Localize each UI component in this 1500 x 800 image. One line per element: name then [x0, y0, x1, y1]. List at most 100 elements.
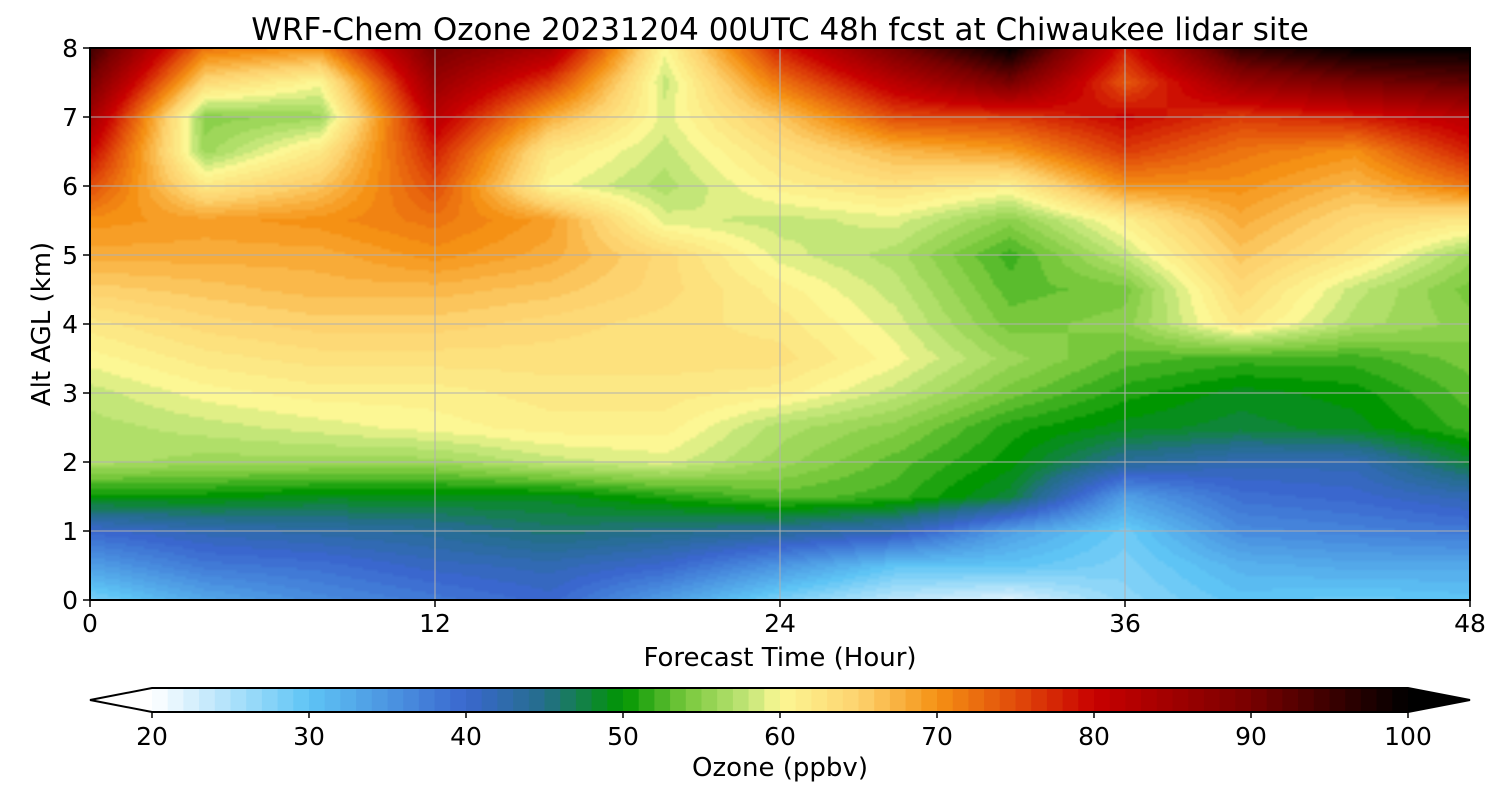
colorbar-swatch: [481, 688, 498, 712]
colorbar-swatch: [1015, 688, 1032, 712]
x-tick-label: 12: [419, 609, 451, 638]
colorbar-swatch: [999, 688, 1017, 712]
colorbar-swatch: [623, 688, 640, 712]
colorbar-swatch: [1125, 688, 1142, 712]
colorbar-swatch: [246, 688, 263, 712]
colorbar-swatch: [1156, 688, 1174, 712]
y-tick-label: 2: [62, 448, 78, 477]
colorbar-swatch: [293, 688, 310, 712]
colorbar-swatch: [717, 688, 734, 712]
colorbar-swatch: [1298, 688, 1315, 712]
colorbar-swatch: [905, 688, 922, 712]
colorbar-swatch: [670, 688, 687, 712]
colorbar-swatch: [1094, 688, 1111, 712]
colorbar-swatch: [1172, 688, 1189, 712]
colorbar-swatch: [277, 688, 294, 712]
colorbar-swatch: [1219, 688, 1236, 712]
y-tick-label: 1: [62, 517, 78, 546]
colorbar-swatch: [418, 688, 436, 712]
colorbar-swatch: [607, 688, 624, 712]
x-axis-ticks: 0 12 24 36 48: [82, 600, 1486, 638]
colorbar-swatch: [937, 688, 954, 712]
colorbar-tick-label: 30: [293, 722, 325, 751]
colorbar-swatch: [544, 688, 561, 712]
colorbar-swatch: [1046, 688, 1064, 712]
colorbar-swatch: [1062, 688, 1079, 712]
y-tick-label: 5: [62, 241, 78, 270]
colorbar-extend-high: [1408, 688, 1470, 712]
colorbar-swatch: [858, 688, 875, 712]
colorbar-swatches: [90, 688, 1470, 712]
colorbar-tick-label: 100: [1384, 722, 1432, 751]
colorbar-swatch: [1392, 688, 1409, 712]
colorbar-swatch: [874, 688, 891, 712]
colorbar-swatch: [889, 688, 907, 712]
colorbar-extend-low: [90, 688, 152, 712]
colorbar-swatch: [811, 688, 828, 712]
colorbar-tick-label: 20: [136, 722, 168, 751]
colorbar-ticks: 20 30 40 50 60 70 80 90 100: [136, 712, 1432, 751]
colorbar-swatch: [1109, 688, 1126, 712]
y-tick-label: 3: [62, 379, 78, 408]
colorbar-swatch: [1313, 688, 1331, 712]
colorbar-swatch: [261, 688, 279, 712]
colorbar-swatch: [434, 688, 451, 712]
colorbar-tick-label: 90: [1235, 722, 1267, 751]
colorbar-swatch: [513, 688, 530, 712]
colorbar-swatch: [984, 688, 1001, 712]
colorbar-tick-label: 60: [764, 722, 796, 751]
colorbar-swatch: [167, 688, 184, 712]
colorbar-swatch: [1203, 688, 1221, 712]
colorbar-swatch: [968, 688, 985, 712]
colorbar-swatch: [575, 688, 593, 712]
colorbar-tick-label: 50: [607, 722, 639, 751]
colorbar-swatch: [1078, 688, 1095, 712]
x-tick-label: 36: [1109, 609, 1141, 638]
colorbar-swatch: [183, 688, 200, 712]
y-axis-ticks: 0 1 2 3 4 5 6 7 8: [62, 34, 90, 615]
chart-title: WRF-Chem Ozone 20231204 00UTC 48h fcst a…: [251, 12, 1309, 48]
colorbar-swatch: [1345, 688, 1362, 712]
y-tick-label: 7: [62, 103, 78, 132]
colorbar-swatch: [560, 688, 577, 712]
colorbar-swatch: [324, 688, 341, 712]
colorbar-swatch: [387, 688, 404, 712]
colorbar-swatch: [1141, 688, 1158, 712]
colorbar-swatch: [654, 688, 671, 712]
grid-lines: [90, 48, 1470, 600]
colorbar-swatch: [152, 688, 169, 712]
colorbar-swatch: [732, 688, 750, 712]
x-tick-label: 48: [1454, 609, 1486, 638]
colorbar-swatch: [403, 688, 420, 712]
colorbar-swatch: [230, 688, 247, 712]
colorbar-swatch: [638, 688, 655, 712]
colorbar-swatch: [827, 688, 844, 712]
y-tick-label: 6: [62, 172, 78, 201]
colorbar-swatch: [921, 688, 938, 712]
colorbar-swatch: [842, 688, 860, 712]
y-tick-label: 0: [62, 586, 78, 615]
colorbar-swatch: [952, 688, 969, 712]
colorbar-swatch: [1266, 688, 1283, 712]
colorbar-swatch: [685, 688, 703, 712]
y-axis-label: Alt AGL (km): [27, 242, 57, 406]
colorbar-swatch: [497, 688, 514, 712]
colorbar-swatch: [466, 688, 483, 712]
colorbar-swatch: [1235, 688, 1252, 712]
x-axis-label: Forecast Time (Hour): [643, 643, 916, 673]
x-tick-label: 24: [764, 609, 796, 638]
colorbar-swatch: [214, 688, 232, 712]
colorbar-swatch: [1188, 688, 1205, 712]
colorbar-tick-label: 40: [450, 722, 482, 751]
y-tick-label: 4: [62, 310, 78, 339]
colorbar: 20 30 40 50 60 70 80 90 100: [89, 687, 1471, 751]
colorbar-tick-label: 80: [1078, 722, 1110, 751]
colorbar-swatch: [748, 688, 765, 712]
colorbar-swatch: [1360, 688, 1378, 712]
colorbar-swatch: [1376, 688, 1393, 712]
colorbar-swatch: [450, 688, 467, 712]
colorbar-swatch: [701, 688, 718, 712]
colorbar-swatch: [528, 688, 546, 712]
colorbar-swatch: [780, 688, 797, 712]
